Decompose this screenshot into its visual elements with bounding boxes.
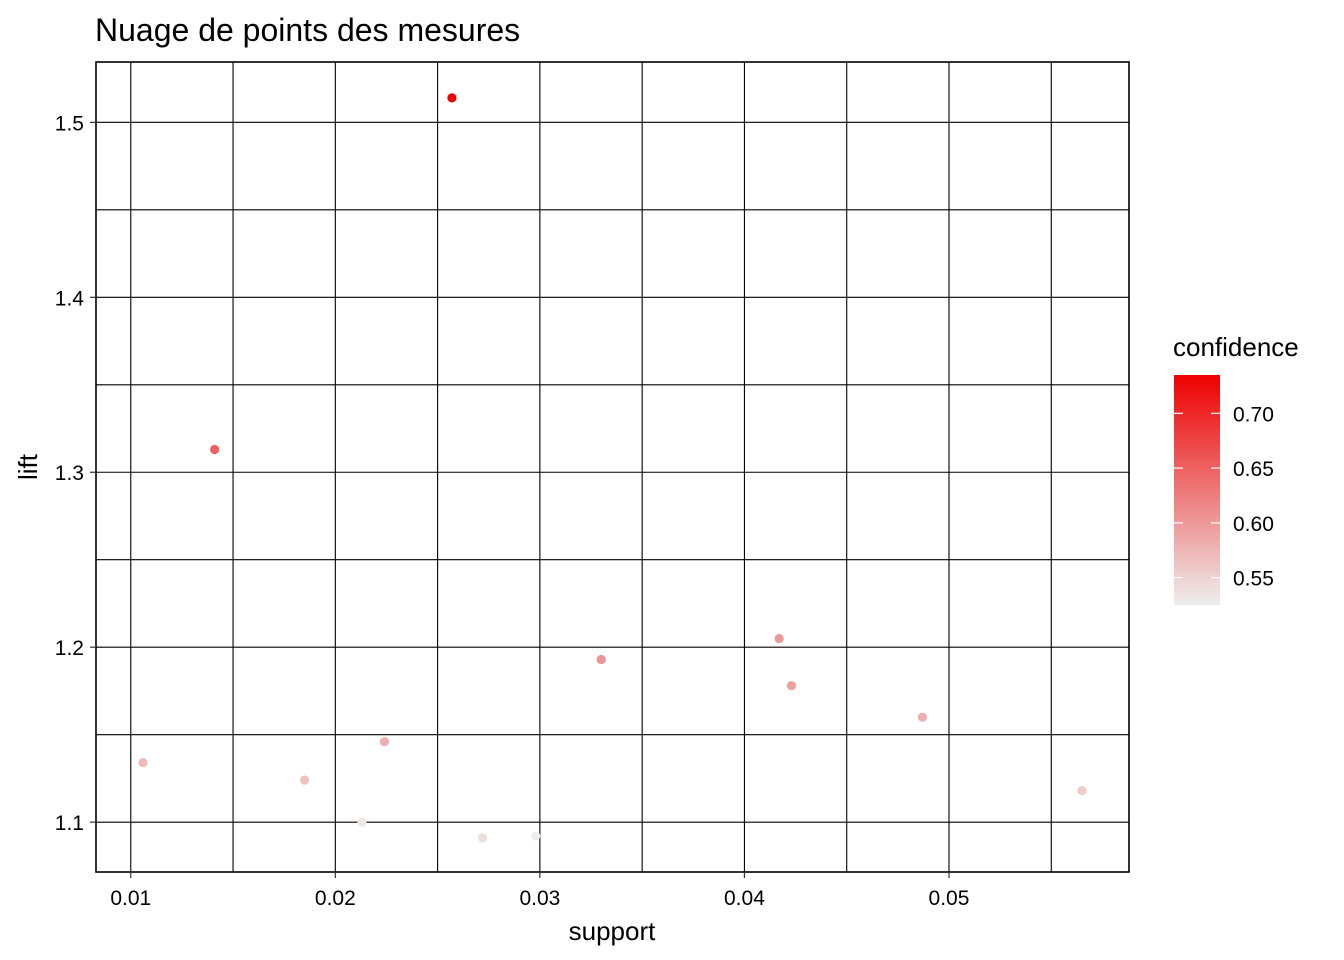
y-axis: 1.1 1.2 1.3 1.4 1.5 (55, 112, 96, 835)
scatter-point (531, 831, 541, 841)
scatter-point (917, 712, 928, 722)
legend-colorbar (1174, 375, 1220, 605)
y-tick-label: 1.2 (55, 637, 84, 660)
y-tick-label: 1.1 (55, 812, 84, 835)
scatter-point (210, 444, 220, 455)
scatter-point (596, 654, 606, 665)
x-tick-label: 0.02 (315, 887, 356, 910)
x-tick-label: 0.04 (724, 887, 765, 910)
legend-tick-label: 0.70 (1233, 403, 1274, 426)
y-tick-label: 1.4 (55, 287, 85, 310)
x-tick-label: 0.05 (929, 887, 970, 910)
plot-panel-border (95, 61, 1130, 873)
scatter-point (478, 833, 488, 843)
gridlines (96, 62, 1129, 872)
legend-ticks: 0.55 0.60 0.65 0.70 (1174, 403, 1274, 591)
x-axis: 0.01 0.02 0.03 0.04 0.05 (110, 872, 969, 910)
scatter-point (1077, 786, 1087, 796)
legend-title: confidence (1173, 332, 1299, 362)
y-axis-title: lift (13, 453, 43, 480)
scatter-point (786, 681, 797, 691)
legend-tick-label: 0.65 (1233, 458, 1274, 481)
legend-tick-label: 0.55 (1233, 568, 1274, 591)
scatter-point (357, 817, 367, 827)
scatter-point (774, 633, 784, 644)
scatter-point (300, 775, 310, 785)
legend-tick-label: 0.60 (1233, 513, 1274, 536)
data-points (138, 93, 1087, 843)
color-legend: confidence 0.55 0.60 0.65 0.70 (1173, 332, 1299, 605)
scatter-point (379, 737, 390, 747)
scatter-point (138, 758, 148, 768)
y-tick-label: 1.3 (55, 462, 84, 485)
x-axis-title: support (569, 916, 656, 946)
scatter-point (447, 93, 457, 103)
x-tick-label: 0.01 (110, 887, 151, 910)
y-tick-label: 1.5 (55, 112, 84, 135)
x-tick-label: 0.03 (519, 887, 560, 910)
chart-title: Nuage de points des mesures (95, 12, 520, 48)
